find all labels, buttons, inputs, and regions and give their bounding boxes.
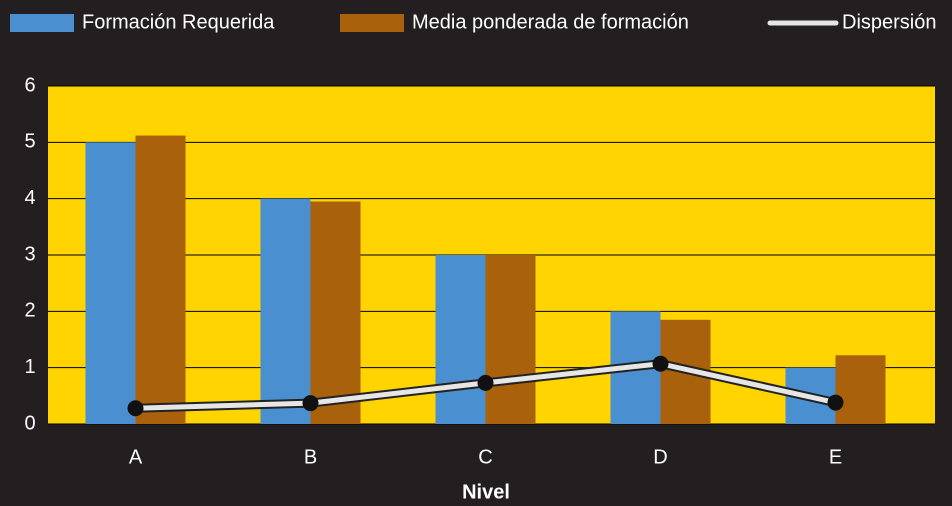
line-marker	[652, 355, 669, 372]
x-tick-label: B	[304, 446, 317, 468]
legend-swatch	[10, 14, 74, 32]
x-tick-label: D	[653, 446, 667, 468]
x-tick-label: C	[478, 446, 492, 468]
y-tick-label: 4	[24, 187, 35, 209]
bar	[435, 255, 486, 424]
legend-label: Media ponderada de formación	[412, 11, 689, 33]
bar	[835, 355, 886, 424]
x-tick-label: A	[129, 446, 143, 468]
bar	[485, 255, 536, 424]
bar	[135, 135, 186, 424]
line-marker	[827, 394, 844, 411]
legend-label: Formación Requerida	[82, 11, 275, 33]
x-tick-label: E	[829, 446, 842, 468]
y-tick-label: 1	[24, 356, 35, 378]
x-axis-label: Nivel	[462, 481, 510, 503]
y-tick-label: 2	[24, 300, 35, 322]
y-tick-label: 3	[24, 243, 35, 265]
bar	[310, 201, 361, 424]
y-tick-label: 6	[24, 74, 35, 96]
legend-label: Dispersión	[842, 11, 936, 33]
bar	[260, 198, 311, 424]
y-tick-label: 0	[24, 412, 35, 434]
y-tick-label: 5	[24, 131, 35, 153]
line-marker	[477, 374, 494, 391]
line-marker	[127, 400, 144, 417]
line-marker	[302, 395, 319, 412]
bar	[85, 142, 136, 425]
legend-swatch	[340, 14, 404, 32]
